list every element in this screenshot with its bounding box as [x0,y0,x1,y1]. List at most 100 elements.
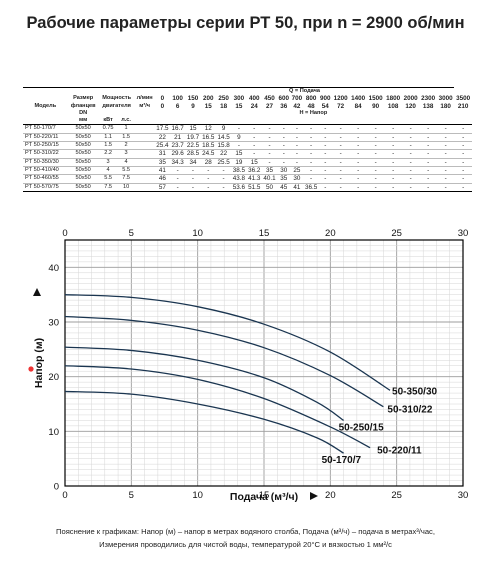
q-value: 24 [250,102,258,110]
q-value: 1200 [333,95,348,103]
page-title: Рабочие параметры серии РТ 50, при n = 2… [26,14,465,32]
flange-header: Размер [73,95,94,102]
table-cell [67,87,99,96]
power-header: двигателя [102,102,131,109]
q-value: 800 [305,95,317,103]
table-row: PT 50-220/11 50x50 1.1 1.5 22 21 19.7 16.5 14.5 9… [23,133,472,143]
head-value-cell: - [290,158,304,167]
flange-cell: 50x50 [67,141,99,151]
head-value-cell: 15.8 [215,141,232,151]
x-tick-label-top: 15 [259,228,270,239]
chart-footnote: Пояснение к графикам: Напор (м) – напор … [0,525,491,551]
model-cell: PT 50-170/7 [23,124,68,134]
model-cell: PT 50-410/40 [23,166,68,176]
head-value-cell: - [290,141,304,151]
head-value-cell: - [419,166,437,176]
head-value-cell: 50 [261,183,278,192]
head-value-cell: 19.7 [185,133,201,143]
head-value-cell: 15 [231,149,247,159]
q-value: 108 [387,102,399,110]
q-value: 300 [233,95,245,103]
head-value-cell: - [419,133,437,143]
kw-cell: 5.5 [98,174,118,184]
head-value-cell: 30 [290,174,304,184]
head-value-cell: - [261,133,278,143]
hp-cell: 10 [117,183,135,192]
head-value-cell: - [231,141,247,151]
q-value: 18 [220,102,228,110]
curve-lines [64,294,391,454]
head-value-cell: - [303,124,319,134]
q-value: 90 [372,102,380,110]
q-value: 1400 [351,95,366,103]
x-tick-label: 0 [62,490,67,501]
head-value-cell: - [454,158,472,167]
head-value-cell: - [331,174,350,184]
q-value: 2300 [421,95,436,103]
q-value: 42 [293,102,301,110]
head-value-cell: 25 [290,166,304,176]
head-value-cell: - [454,174,472,184]
q-value: 150 [187,95,199,103]
series-label: 50-310/22 [387,405,432,416]
q-value: 15 [204,102,212,110]
head-value-cell: - [318,133,332,143]
kw-header: кВт [98,117,118,126]
head-value-cell: 43.8 [231,174,247,184]
head-value-cell: - [349,141,367,151]
x-tick-label: 15 [259,490,270,501]
head-value-cell: - [454,124,472,134]
head-value-cell: - [215,174,232,184]
table-cell [170,117,186,126]
table-cell [215,117,232,126]
head-value-cell: - [384,166,402,176]
table-cell [134,149,155,159]
kw-cell: 3 [98,158,118,167]
head-value-cell: - [261,149,278,159]
hp-cell: 1.5 [117,133,135,143]
head-value-cell: - [436,149,455,159]
head-value-cell: - [349,183,367,192]
head-value-cell: - [454,166,472,176]
head-value-cell: - [436,158,455,167]
hp-cell: 3 [117,149,135,159]
dn-header: DN [79,109,88,116]
head-value-cell: - [277,158,291,167]
q-value: 200 [203,95,214,103]
hp-cell: 1 [117,124,135,134]
head-value-cell: - [366,124,385,134]
head-value-cell: 14.5 [215,133,232,143]
model-cell: PT 50-350/30 [23,158,68,167]
table-cell [290,117,304,126]
head-value-cell: - [185,183,201,192]
head-value-cell: 23.7 [170,141,186,151]
head-value-cell: 15 [185,124,201,134]
head-value-cell: 38.5 [231,166,247,176]
red-marker-dot [28,366,34,372]
plot-frame [64,239,464,487]
head-value-cell: - [290,124,304,134]
head-value-cell: - [436,166,455,176]
head-value-cell: - [318,141,332,151]
q-value: 600 [278,95,289,103]
head-value-cell: 41 [154,166,170,176]
table-cell [231,117,247,126]
head-value-cell: 21 [170,133,186,143]
x-tick-label-top: 20 [325,228,336,239]
head-value-cell: - [436,124,455,134]
table-cell [277,117,291,126]
head-value-cell: - [384,141,402,151]
head-value-cell: - [200,183,216,192]
y-tick-label: 10 [48,427,59,438]
table-cell [23,110,68,117]
power-header: Мощность [102,95,132,102]
model-header: Модель [34,102,57,109]
flange-cell: 50x50 [67,149,99,159]
head-value-cell: - [436,183,455,192]
head-value-cell: - [261,141,278,151]
q-value: 0 [160,95,165,103]
head-value-cell: 22 [215,149,232,159]
flange-cell: 50x50 [67,166,99,176]
x-tick-label-top: 25 [391,228,402,239]
head-value-cell: - [454,141,472,151]
